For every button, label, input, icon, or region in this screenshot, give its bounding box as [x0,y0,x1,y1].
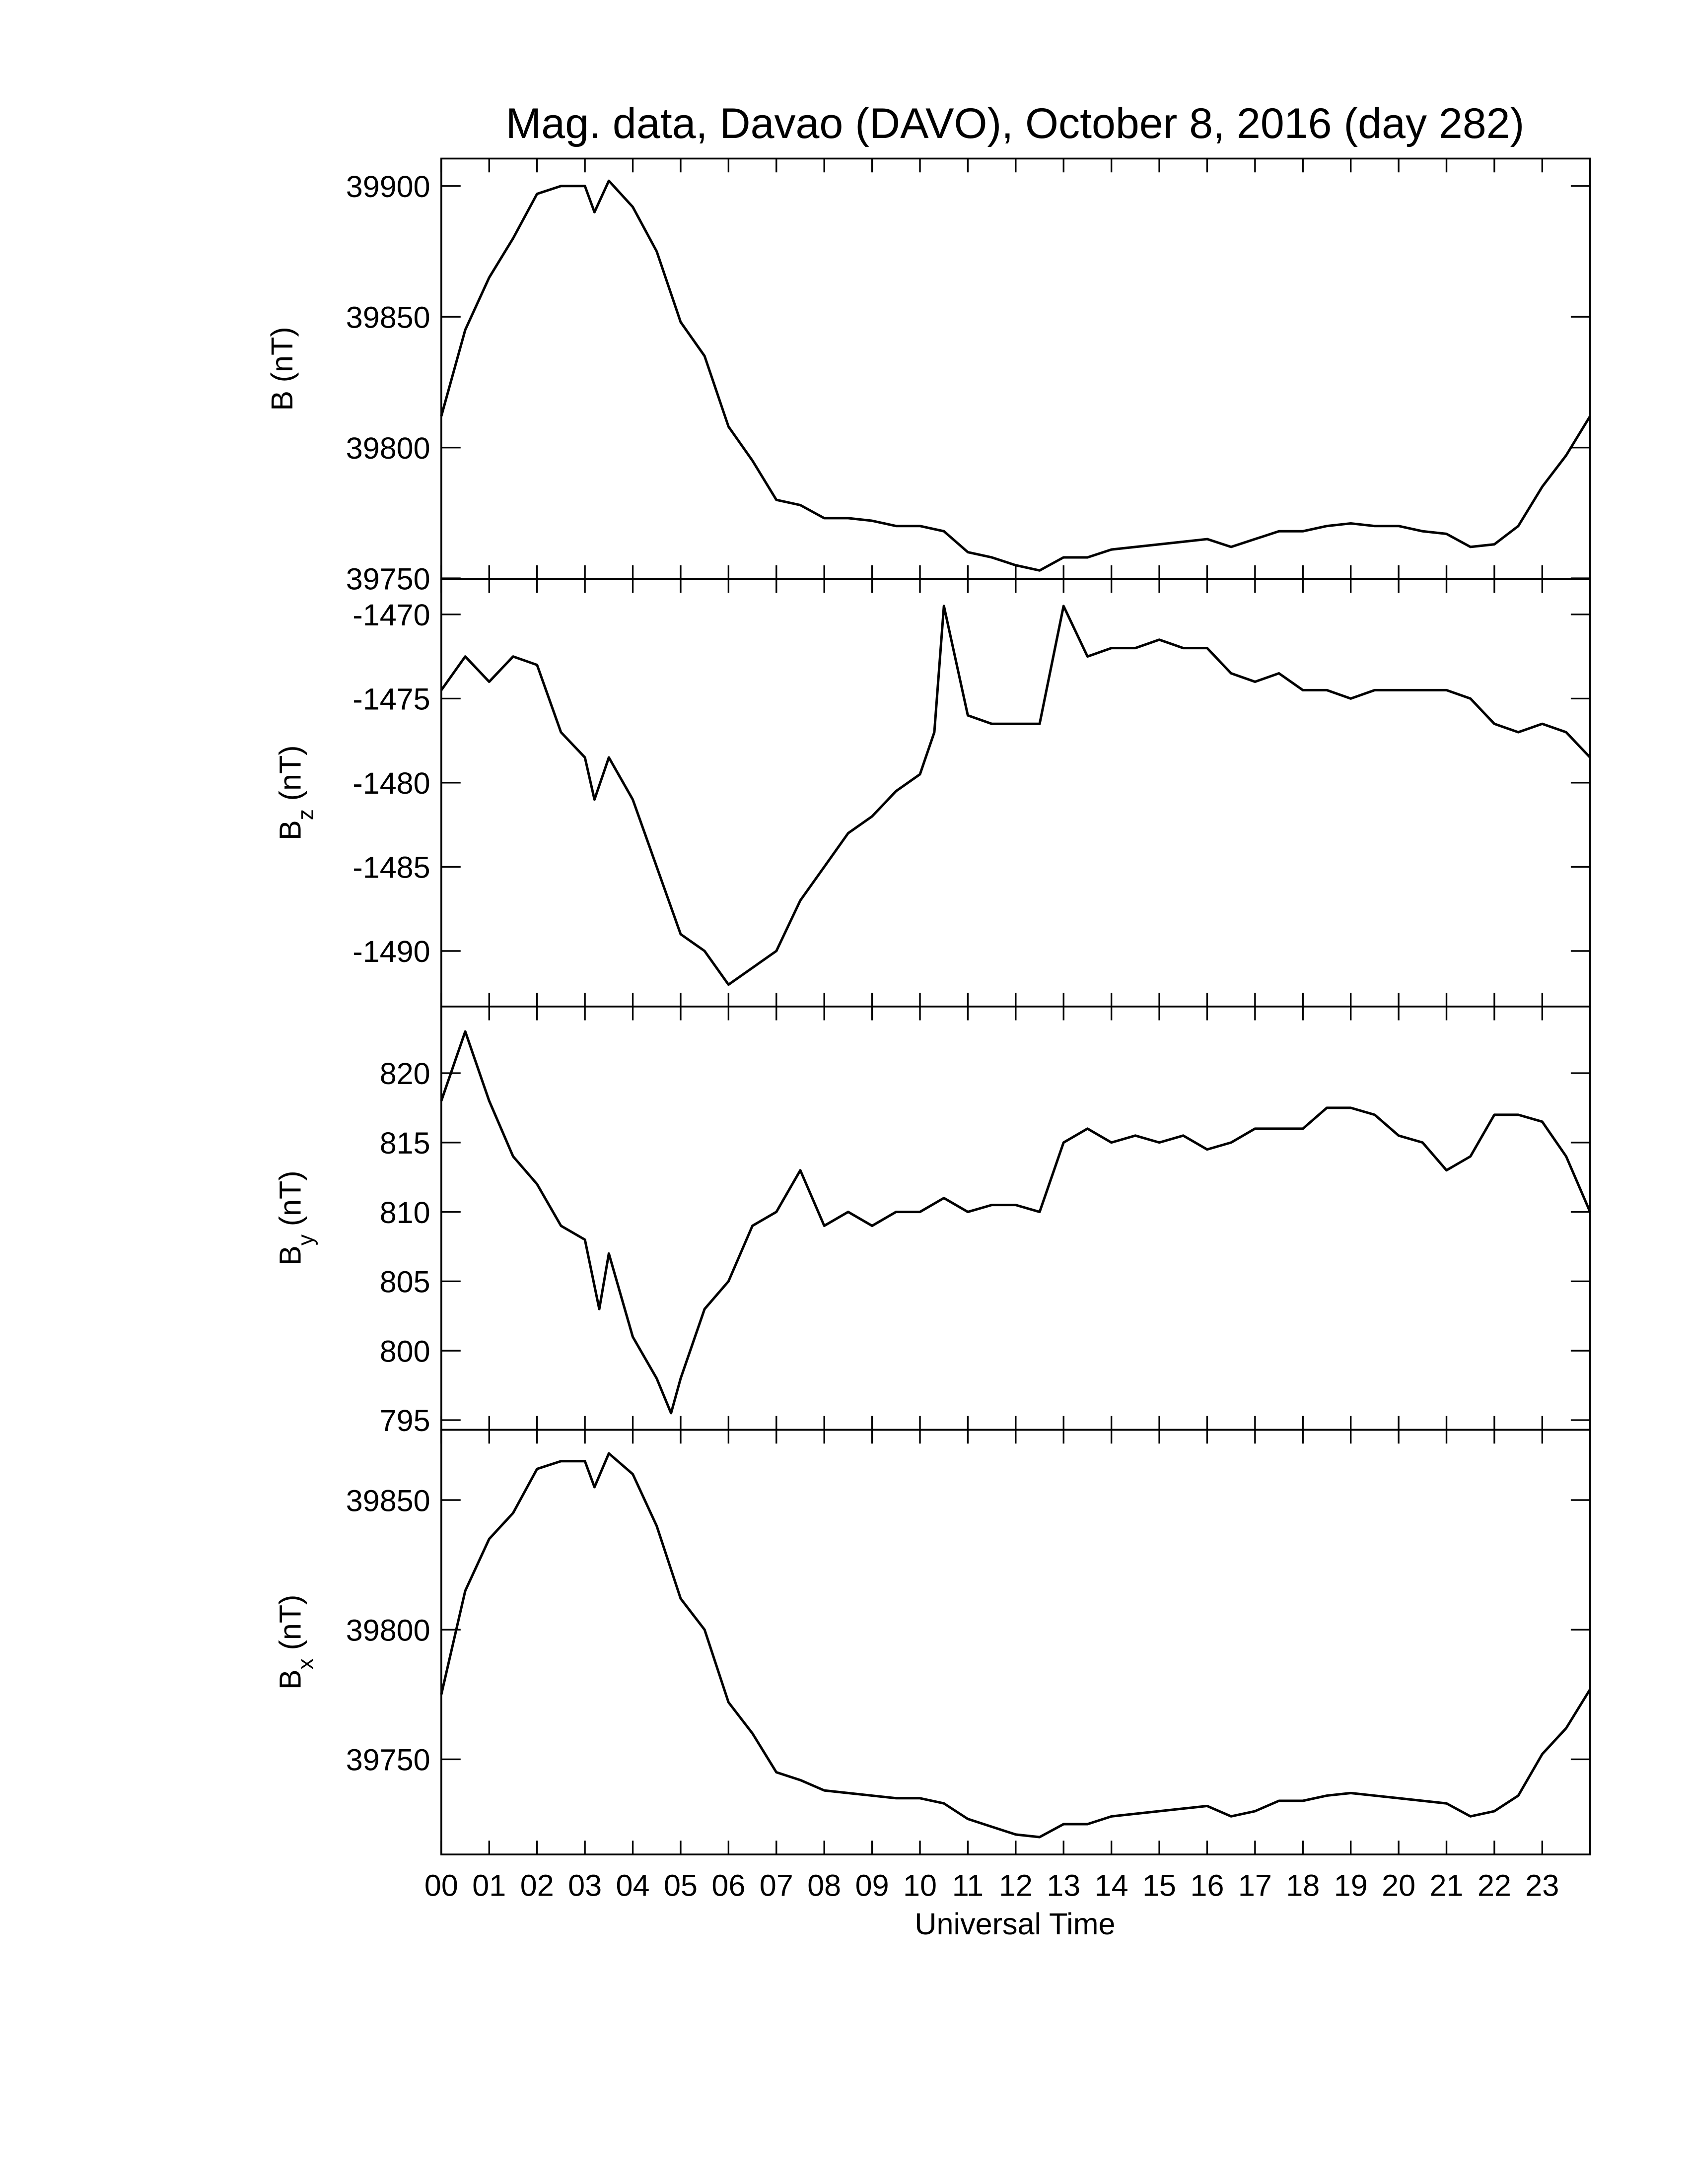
plot-frame [440,578,1591,1008]
y-label-symbol: B [274,1245,307,1266]
x-tick-label: 13 [1047,1868,1080,1902]
y-tick-label: 800 [380,1334,430,1368]
y-tick-label: 815 [380,1126,430,1160]
y-tick-label: 39750 [346,1743,430,1777]
y-tick-label: 805 [380,1265,430,1299]
y-tick-label: -1475 [352,682,430,716]
x-tick-label: 04 [616,1868,650,1902]
x-tick-label: 18 [1286,1868,1320,1902]
x-tick-label: 01 [472,1868,506,1902]
x-tick-label: 14 [1095,1868,1128,1902]
x-tick-label: 16 [1190,1868,1224,1902]
y-label-subscript: x [294,1658,318,1669]
y-label-unit: (nT) [274,1170,307,1226]
x-tick-label: 10 [903,1868,937,1902]
data-line [440,1030,1592,1415]
y-tick-label: 39750 [346,562,430,596]
x-tick-label: 23 [1525,1868,1559,1902]
plot-frame [440,157,1591,580]
y-tick-label: 820 [380,1057,430,1091]
y-tick-label: 39800 [346,431,430,465]
y-tick-label: 39800 [346,1613,430,1647]
x-tick-label: 00 [424,1868,458,1902]
y-tick-label: -1470 [352,598,430,632]
x-tick-label: 17 [1238,1868,1272,1902]
x-tick-label: 09 [855,1868,889,1902]
plot-frame [440,1429,1591,1855]
x-axis-label: Universal Time [914,1907,1115,1941]
x-tick-label: 15 [1142,1868,1176,1902]
x-tick-label: 08 [807,1868,841,1902]
y-label-unit: (nT) [274,1595,307,1650]
x-tick-label: 02 [520,1868,554,1902]
x-tick-label: 05 [664,1868,698,1902]
data-line [440,179,1591,572]
y-axis-label: Bz (nT) [274,745,318,840]
x-tick-label: 11 [952,1868,984,1902]
y-axis-label: Bx (nT) [274,1595,318,1690]
x-tick-label: 07 [760,1868,793,1902]
x-tick-label: 20 [1382,1868,1415,1902]
y-label-unit: (nT) [274,745,307,801]
x-tick-label: 22 [1477,1868,1511,1902]
x-tick-label: 03 [568,1868,602,1902]
y-tick-label: -1480 [352,766,430,800]
y-label-unit: (nT) [265,327,299,382]
y-tick-label: -1490 [352,935,430,968]
x-tick-label: 12 [999,1868,1033,1902]
data-line [440,1452,1591,1839]
y-label-subscript: y [294,1234,318,1245]
x-tick-label: 06 [711,1868,745,1902]
y-tick-label: 810 [380,1196,430,1229]
y-label-subscript: z [294,809,318,820]
plot-frame [440,1005,1591,1431]
y-label-symbol: B [274,820,307,840]
y-tick-label: 795 [380,1404,430,1437]
y-tick-label: 39850 [346,1484,430,1517]
y-label-symbol: B [265,391,299,411]
x-tick-label: 21 [1430,1868,1464,1902]
y-tick-label: 39900 [346,170,430,204]
x-tick-label: 19 [1334,1868,1368,1902]
data-line [440,605,1591,986]
y-label-symbol: B [274,1669,307,1690]
chart-title: Mag. data, Davao (DAVO), October 8, 2016… [506,100,1525,147]
y-axis-label: By (nT) [274,1170,318,1266]
y-tick-label: -1485 [352,851,430,885]
y-axis-label: B (nT) [265,327,299,410]
y-tick-label: 39850 [346,300,430,334]
